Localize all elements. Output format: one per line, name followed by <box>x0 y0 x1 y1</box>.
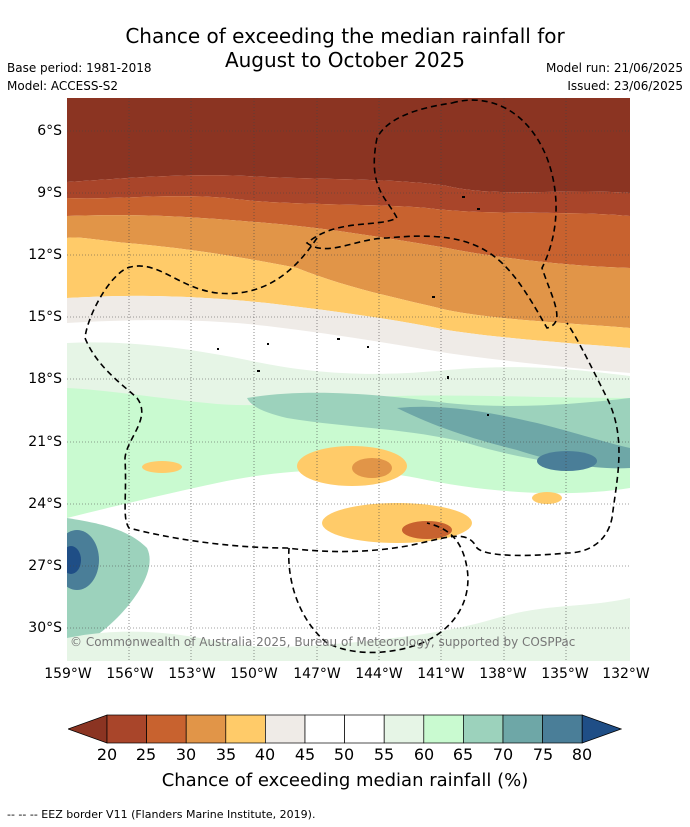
colorbar-low-arrow <box>68 714 108 744</box>
islands <box>217 196 489 416</box>
title-line-2: August to October 2025 <box>224 48 466 72</box>
lon-gridlines <box>128 98 567 661</box>
colorbar-tick: 40 <box>254 745 276 764</box>
eez-border-main <box>84 237 620 557</box>
lon-label: 135°W <box>541 666 589 682</box>
colorbar-tick: 30 <box>175 745 197 764</box>
issued-date: Issued: 23/06/2025 <box>567 79 683 93</box>
zone-south-yellow-3 <box>142 461 182 473</box>
colorbar-tick: 75 <box>532 745 554 764</box>
lon-label: 150°W <box>230 666 278 682</box>
colorbar-segment <box>185 714 227 744</box>
colorbar-segment <box>265 714 306 744</box>
lon-label: 144°W <box>355 666 403 682</box>
colorbar-tick: 80 <box>571 745 593 764</box>
title-line-1: Chance of exceeding the median rainfall … <box>125 24 565 48</box>
lon-label: 141°W <box>417 666 465 682</box>
map-svg <box>67 98 630 661</box>
zone-west-darkblue <box>67 546 81 574</box>
colorbar-tick: 20 <box>96 745 118 764</box>
colorbar-tick: 45 <box>294 745 316 764</box>
zone-20-25 <box>67 175 630 216</box>
zone-40-45 <box>67 295 630 373</box>
lat-label: 24°S <box>28 496 62 512</box>
colorbar-segment <box>106 714 147 744</box>
colorbar-tick: 70 <box>492 745 514 764</box>
lon-label: 147°W <box>293 666 341 682</box>
colorbar-label: Chance of exceeding median rainfall (%) <box>161 770 529 791</box>
lon-label: 132°W <box>602 666 650 682</box>
lon-label: 153°W <box>168 666 216 682</box>
colorbar-tick: 60 <box>413 745 435 764</box>
eez-border-south <box>287 522 469 654</box>
lon-label: 159°W <box>44 666 92 682</box>
zone-25-30 <box>67 196 630 268</box>
colorbar-tick: 50 <box>333 745 355 764</box>
zone-south-orange-1 <box>352 458 392 478</box>
map-credit: © Commonwealth of Australia 2025, Bureau… <box>70 635 576 649</box>
zone-south-orange-2 <box>402 521 452 539</box>
meta-right: Model run: 21/06/2025 Issued: 23/06/2025 <box>546 59 683 95</box>
base-period: Base period: 1981-2018 <box>7 61 152 75</box>
colorbar-segment <box>423 714 464 744</box>
lat-label: 9°S <box>37 185 62 201</box>
colorbar-segment <box>542 714 583 744</box>
colorbar-segment <box>502 714 543 744</box>
lat-label: 30°S <box>28 620 62 636</box>
meta-left: Base period: 1981-2018 Model: ACCESS-S2 <box>7 59 152 95</box>
lon-label: 156°W <box>106 666 154 682</box>
colorbar-high-arrow <box>581 714 622 744</box>
colorbar-segment <box>146 714 187 744</box>
zone-west-blue <box>67 530 99 590</box>
zone-30-35 <box>67 215 630 328</box>
rainfall-map <box>67 98 630 661</box>
lat-label: 18°S <box>28 371 62 387</box>
colorbar-segment <box>463 714 504 744</box>
lat-label: 21°S <box>28 434 62 450</box>
zone-south-green <box>67 598 630 661</box>
colorbar <box>68 714 622 744</box>
zone-35-40 <box>67 237 630 348</box>
zone-75-80 <box>537 451 597 471</box>
colorbar-segment <box>225 714 266 744</box>
colorbar-tick: 25 <box>135 745 157 764</box>
zone-south-yellow-2 <box>322 503 472 543</box>
model-name: Model: ACCESS-S2 <box>7 79 119 93</box>
zone-south-yellow-4 <box>532 492 562 504</box>
model-run: Model run: 21/06/2025 <box>545 61 683 75</box>
lat-label: 6°S <box>37 123 62 139</box>
colorbar-segment <box>383 714 425 744</box>
lat-label: 15°S <box>28 309 62 325</box>
lat-gridlines <box>67 130 630 629</box>
colorbar-segment <box>304 714 345 744</box>
colorbar-tick: 65 <box>452 745 474 764</box>
colorbar-tick: 35 <box>215 745 237 764</box>
lat-label: 12°S <box>28 247 62 263</box>
colorbar-segment <box>344 714 385 744</box>
zone-below-20 <box>67 98 630 193</box>
eez-footnote: -- -- -- EEZ border V11 (Flanders Marine… <box>7 808 316 821</box>
colorbar-tick: 55 <box>373 745 395 764</box>
lon-label: 138°W <box>479 666 527 682</box>
lat-label: 27°S <box>28 558 62 574</box>
